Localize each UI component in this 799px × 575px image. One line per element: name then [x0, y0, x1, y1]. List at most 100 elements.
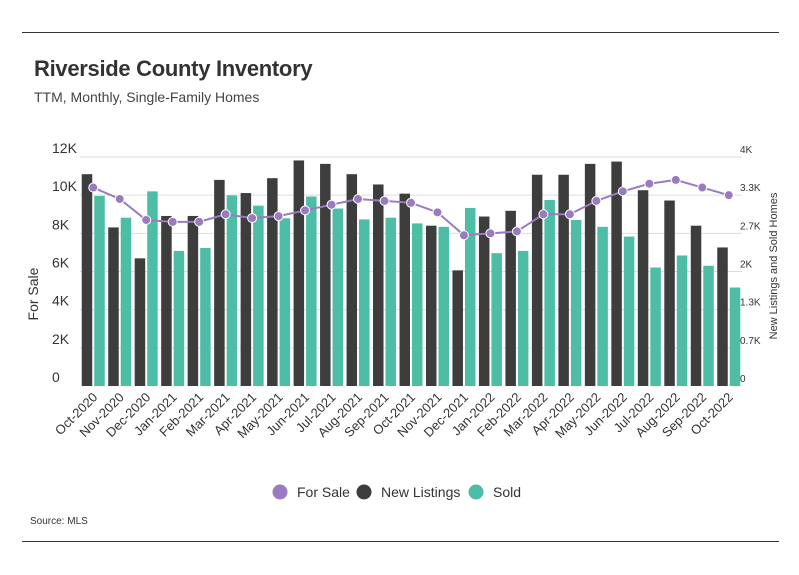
for-sale-point — [670, 174, 681, 185]
top-rule — [22, 32, 779, 33]
bar-new-listings — [505, 210, 516, 386]
bar-new-listings — [81, 174, 93, 386]
legend-swatch — [468, 484, 484, 500]
left-tick-label: 4K — [52, 293, 70, 309]
left-axis-label: For Sale — [25, 267, 41, 320]
bar-sold — [94, 195, 105, 386]
for-sale-point — [432, 207, 443, 218]
bar-new-listings — [717, 247, 728, 386]
bar-new-listings — [399, 193, 410, 386]
left-tick-label: 0 — [52, 369, 60, 385]
chart-title: Riverside County Inventory — [34, 56, 313, 81]
bar-sold — [464, 207, 476, 386]
for-sale-point — [141, 214, 152, 225]
for-sale-point — [723, 190, 734, 201]
legend-label: New Listings — [381, 484, 460, 500]
bar-sold — [703, 265, 714, 386]
legend-swatch — [272, 484, 288, 500]
bar-new-listings — [267, 178, 278, 386]
bar-sold — [491, 253, 502, 386]
bar-new-listings — [664, 200, 675, 386]
bar-new-listings — [611, 161, 622, 386]
left-tick-label: 2K — [52, 331, 70, 347]
bar-sold — [359, 219, 370, 386]
for-sale-point — [300, 205, 311, 216]
bar-new-listings — [187, 215, 199, 386]
bar-new-listings — [134, 258, 146, 386]
bar-new-listings — [558, 174, 569, 386]
bar-sold — [173, 250, 185, 386]
bar-sold — [570, 219, 582, 386]
for-sale-point — [353, 193, 364, 204]
bar-sold — [517, 250, 529, 386]
left-tick-label: 8K — [52, 216, 70, 232]
right-tick-label: 4K — [740, 145, 753, 156]
bar-sold — [226, 195, 238, 386]
legend-label: For Sale — [297, 484, 350, 500]
right-tick-label: 2K — [740, 260, 753, 271]
for-sale-point — [538, 209, 549, 220]
for-sale-point — [485, 228, 496, 239]
bar-new-listings — [425, 225, 437, 386]
bar-new-listings — [293, 160, 305, 386]
bar-new-listings — [346, 174, 358, 386]
for-sale-point — [644, 178, 655, 189]
legend-label: Sold — [493, 484, 521, 500]
for-sale-point — [220, 209, 231, 220]
bar-new-listings — [373, 184, 384, 386]
for-sale-point — [617, 186, 628, 197]
right-axis-label: New Listings and Sold Homes — [768, 192, 780, 339]
bar-new-listings — [161, 215, 172, 386]
legend: For Sale New Listings Sold — [272, 484, 521, 500]
for-sale-point — [406, 197, 416, 208]
bar-new-listings — [584, 163, 596, 386]
bar-sold — [253, 205, 264, 386]
bar-sold — [332, 208, 344, 386]
chart-subtitle: TTM, Monthly, Single-Family Homes — [34, 89, 260, 105]
bar-series — [81, 160, 741, 386]
right-tick-label: 3.3K — [740, 183, 761, 194]
bar-new-listings — [478, 216, 490, 386]
bar-sold — [147, 191, 158, 386]
bar-sold — [385, 217, 397, 386]
line-series — [88, 174, 734, 241]
left-tick-label: 6K — [52, 255, 70, 271]
for-sale-point — [194, 216, 205, 227]
left-tick-label: 10K — [52, 178, 78, 194]
bar-sold — [729, 287, 741, 386]
bar-sold — [120, 217, 132, 386]
for-sale-point — [273, 211, 284, 222]
bar-new-listings — [452, 270, 463, 386]
bar-sold — [676, 255, 688, 386]
for-sale-point — [247, 213, 258, 224]
bar-sold — [279, 218, 291, 386]
for-sale-point — [379, 195, 390, 206]
bar-new-listings — [108, 227, 119, 386]
bar-new-listings — [531, 174, 543, 386]
for-sale-point — [511, 226, 522, 237]
source-note: Source: MLS — [30, 516, 88, 527]
bar-new-listings — [320, 163, 331, 386]
for-sale-point — [591, 195, 602, 206]
bar-new-listings — [690, 225, 702, 386]
bar-sold — [623, 236, 635, 386]
bar-sold — [650, 267, 661, 386]
for-sale-point — [88, 182, 99, 193]
bar-sold — [438, 226, 449, 386]
bar-sold — [597, 226, 608, 386]
bar-new-listings — [637, 190, 649, 386]
for-sale-point — [458, 230, 469, 241]
bar-new-listings — [214, 179, 225, 386]
for-sale-point — [114, 193, 125, 204]
right-tick-label: 0.7K — [740, 336, 761, 347]
legend-swatch — [356, 484, 372, 500]
left-axis-ticks: 0 2K 4K 6K 8K 10K 12K — [52, 140, 78, 385]
for-sale-point — [697, 182, 708, 193]
bar-sold — [412, 223, 423, 386]
x-axis-ticks: Oct-2020Nov-2020Dec-2020Jan-2021Feb-2021… — [52, 390, 736, 441]
for-sale-point — [564, 209, 575, 220]
for-sale-point — [326, 199, 337, 210]
right-axis-ticks: 0 0.7K 1.3K 2K 2.7K 3.3K 4K — [740, 145, 761, 385]
right-tick-label: 0 — [740, 374, 746, 385]
